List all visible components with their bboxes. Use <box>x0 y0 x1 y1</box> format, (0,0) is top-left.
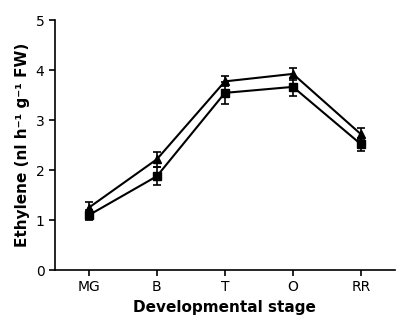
Y-axis label: Ethylene (nl h⁻¹ g⁻¹ FW): Ethylene (nl h⁻¹ g⁻¹ FW) <box>15 43 30 248</box>
X-axis label: Developmental stage: Developmental stage <box>133 300 316 315</box>
